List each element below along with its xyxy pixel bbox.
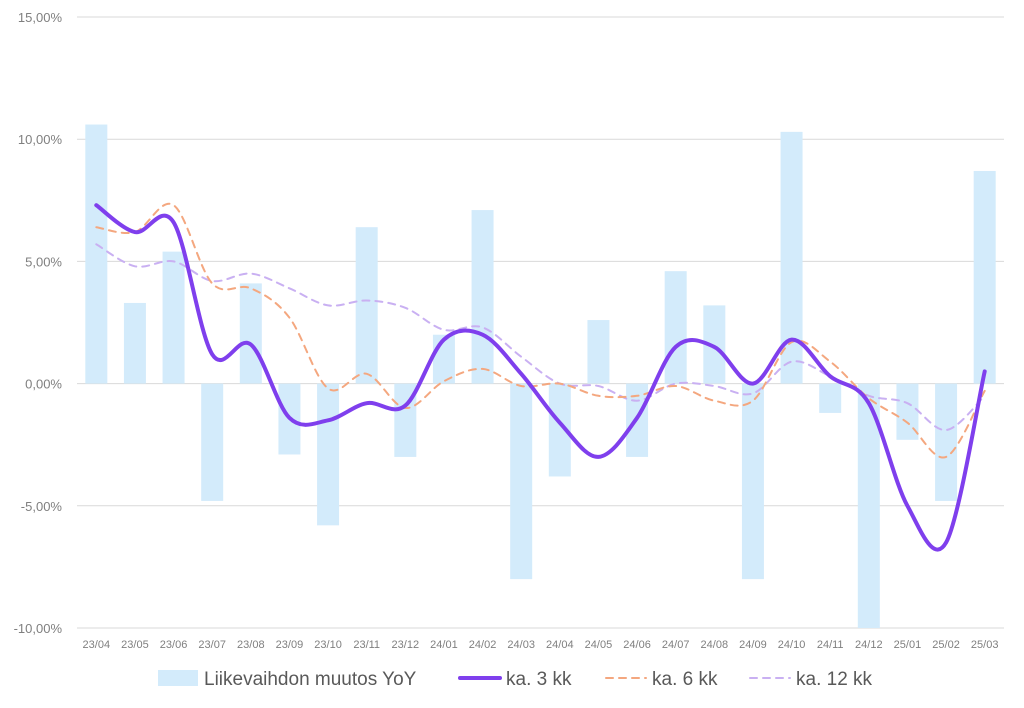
line-ka-6-kk [95, 202, 986, 459]
x-tick-label: 25/02 [932, 639, 960, 651]
bar [123, 302, 146, 384]
bar [703, 305, 726, 384]
y-tick-label: 5,00% [25, 254, 62, 269]
bar [935, 383, 958, 501]
y-tick-label: 10,00% [18, 132, 63, 147]
x-tick-label: 23/09 [276, 639, 304, 651]
x-axis-ticks: 23/04 23/05 23/06 23/07 23/08 23/09 23/10 23/11… [83, 639, 999, 651]
bar [664, 271, 687, 384]
bar [973, 170, 996, 384]
bar [471, 210, 494, 384]
y-axis-ticks: -10,00% -5,00% 0,00% 5,00% 10,00% 15,00% [14, 10, 63, 636]
y-tick-label: 15,00% [18, 10, 63, 25]
bar [857, 383, 880, 628]
bar [587, 320, 610, 384]
line-ka-12-kk [95, 243, 986, 431]
y-tick-label: -10,00% [14, 621, 63, 636]
bar [85, 124, 108, 384]
gridlines [77, 16, 1004, 629]
legend-label: ka. 3 kk [506, 669, 572, 690]
legend-label: ka. 6 kk [652, 669, 718, 690]
legend: Liikevaihdon muutos YoY ka. 3 kk ka. 6 kk k… [158, 669, 873, 690]
bar [548, 383, 571, 477]
bar [741, 383, 764, 580]
y-tick-label: 0,00% [25, 377, 62, 392]
legend-label: Liikevaihdon muutos YoY [204, 669, 417, 690]
x-tick-label: 24/08 [701, 639, 729, 651]
bar [819, 383, 842, 413]
x-tick-label: 23/12 [392, 639, 420, 651]
bar [510, 383, 533, 580]
x-tick-label: 24/03 [507, 639, 535, 651]
x-tick-label: 23/04 [83, 639, 111, 651]
x-tick-label: 23/07 [198, 639, 226, 651]
bar [780, 131, 803, 384]
x-tick-label: 23/06 [160, 639, 188, 651]
y-tick-label: -5,00% [21, 499, 63, 514]
bar [162, 251, 185, 384]
line-ka-3-kk [94, 203, 987, 552]
x-tick-label: 24/01 [430, 639, 458, 651]
bar [317, 383, 340, 526]
x-tick-label: 23/05 [121, 639, 149, 651]
x-tick-label: 25/03 [971, 639, 999, 651]
line-series [94, 202, 987, 552]
x-tick-label: 23/10 [314, 639, 342, 651]
x-tick-label: 24/12 [855, 639, 883, 651]
x-tick-label: 24/07 [662, 639, 690, 651]
x-tick-label: 24/09 [739, 639, 767, 651]
bar [239, 283, 262, 384]
x-tick-label: 23/08 [237, 639, 265, 651]
x-tick-label: 24/02 [469, 639, 497, 651]
x-tick-label: 24/04 [546, 639, 574, 651]
legend-label: ka. 12 kk [796, 669, 873, 690]
x-tick-label: 23/11 [353, 639, 380, 651]
x-tick-label: 24/11 [817, 639, 844, 651]
bar-series [85, 124, 996, 628]
bar [896, 383, 919, 440]
x-tick-label: 24/06 [623, 639, 651, 651]
bar [355, 227, 378, 384]
bar [201, 383, 224, 501]
x-tick-label: 25/01 [894, 639, 922, 651]
x-tick-label: 24/05 [585, 639, 613, 651]
x-tick-label: 24/10 [778, 639, 806, 651]
legend-swatch [158, 670, 198, 686]
